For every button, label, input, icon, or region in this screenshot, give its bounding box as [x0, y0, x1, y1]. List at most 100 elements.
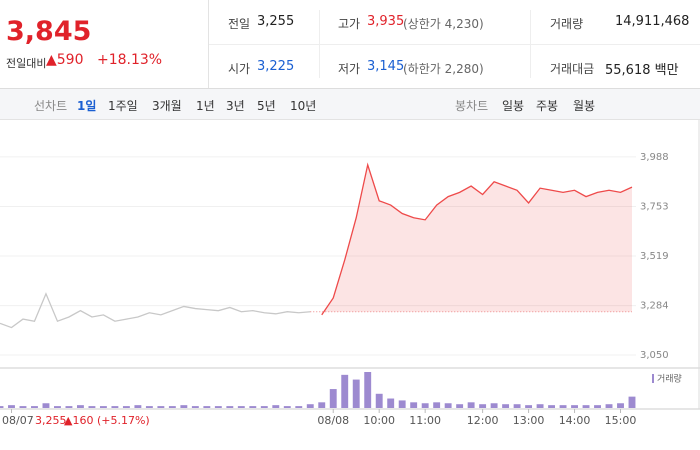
- info-value: 55,618 백만: [605, 63, 679, 78]
- x-tick-label: 15:00: [605, 414, 637, 427]
- volume-bar: [364, 372, 372, 408]
- tab-label: 봉차트: [455, 99, 489, 113]
- x-tick-label: 14:00: [559, 414, 591, 427]
- volume-bar: [548, 405, 556, 408]
- change: ▲590: [46, 52, 84, 68]
- volume-bar: [99, 406, 107, 408]
- tab[interactable]: 3개월: [152, 99, 182, 113]
- volume-bar: [249, 406, 257, 408]
- volume-bar: [54, 406, 61, 408]
- volume-bar: [42, 403, 50, 408]
- footer-close: 3,255: [35, 414, 67, 427]
- header: 3,845 전일대비 ▲590 +18.13%: [0, 0, 700, 89]
- area: [321, 164, 632, 315]
- volume-bar: [168, 406, 176, 408]
- volume-bar: [260, 406, 268, 408]
- info-label: 고가: [338, 17, 361, 31]
- x-tick-label: 12:00: [467, 414, 499, 427]
- volume-bar: [456, 404, 464, 408]
- volume-bar: [617, 403, 624, 408]
- volume-bar: [306, 404, 314, 408]
- y-tick-label: 3,753: [640, 202, 669, 213]
- volume-bar: [375, 393, 383, 408]
- info-value: 3,255: [257, 14, 295, 29]
- volume-bar: [180, 405, 188, 408]
- volume-bar: [191, 406, 199, 408]
- divider: [319, 10, 320, 78]
- tab[interactable]: 1주일: [108, 99, 138, 113]
- volume-bar: [329, 389, 337, 408]
- volume-bar: [341, 374, 349, 408]
- divider: [209, 44, 700, 45]
- tab[interactable]: 일봉: [502, 99, 525, 113]
- x-tick-label: 11:00: [409, 414, 441, 427]
- x-tick-label: 08/07: [2, 414, 34, 427]
- volume-bar: [111, 406, 119, 408]
- volume-bar: [0, 406, 4, 408]
- price: 3,845: [6, 16, 92, 47]
- volume-bar: [214, 406, 222, 408]
- volume-bar: [513, 404, 521, 408]
- tab[interactable]: 3년: [226, 99, 245, 113]
- info-value: 14,911,468: [615, 14, 690, 29]
- y-tick-label: 3,988: [640, 152, 669, 163]
- volume-bar: [628, 396, 636, 408]
- volume-bar: [122, 406, 130, 408]
- volume-bar: [536, 404, 544, 408]
- volume-bar: [157, 406, 165, 408]
- volume-bar: [295, 406, 303, 408]
- tab[interactable]: 주봉: [536, 99, 559, 113]
- volume-bar: [352, 379, 360, 408]
- volume-bar: [571, 405, 578, 408]
- volume-bar: [594, 405, 601, 408]
- volume-bar: [433, 402, 441, 408]
- volume-bar: [605, 404, 613, 408]
- footer-change: ▲160 (+5.17%): [64, 414, 150, 427]
- tab-bar: [0, 89, 700, 120]
- info-label: 시가: [228, 62, 251, 76]
- info-label: 거래량: [550, 17, 584, 31]
- volume-bar: [8, 405, 15, 408]
- volume-bar: [479, 404, 487, 408]
- x-tick-label: 08/08: [317, 414, 349, 427]
- info-label: 저가: [338, 62, 361, 76]
- y-tick-label: 3,284: [640, 301, 669, 312]
- volume-bar: [559, 405, 567, 408]
- volume-bar: [145, 406, 153, 408]
- info-value: 3,935: [367, 14, 405, 29]
- volume-bar: [444, 403, 452, 408]
- change-label: 전일대비: [6, 57, 47, 70]
- divider: [208, 0, 209, 88]
- volume-bar: [421, 403, 429, 408]
- info-note: (하한가 2,280): [403, 62, 484, 76]
- price-line: [321, 162, 633, 316]
- volume-bar: [88, 406, 96, 408]
- volume-bar: [398, 400, 406, 408]
- divider: [530, 10, 531, 78]
- tab[interactable]: 1년: [196, 99, 215, 113]
- volume-bar: [19, 406, 27, 408]
- volume-bar: [410, 402, 418, 408]
- volume-bar: [490, 403, 498, 408]
- volume-bar: [226, 406, 234, 408]
- info-label: 거래대금: [550, 62, 595, 76]
- x-tick-label: 10:00: [363, 414, 395, 427]
- y-tick-label: 3,519: [640, 251, 669, 262]
- tab[interactable]: 1일: [77, 99, 97, 113]
- volume-bar: [65, 406, 73, 408]
- info-note: (상한가 4,230): [403, 17, 484, 31]
- change-rate: +18.13%: [97, 52, 163, 68]
- tab[interactable]: 월봉: [573, 99, 596, 113]
- tab[interactable]: 10년: [290, 99, 317, 113]
- info-label: 전일: [228, 17, 251, 31]
- info-value: 3,225: [257, 59, 295, 74]
- volume-bar: [502, 404, 510, 408]
- tab[interactable]: 5년: [257, 99, 276, 113]
- volume-bar: [467, 402, 475, 408]
- volume-bar: [31, 406, 38, 408]
- price-line: [0, 292, 311, 329]
- y-tick-label: 3,050: [640, 350, 669, 361]
- volume-bar: [203, 406, 211, 408]
